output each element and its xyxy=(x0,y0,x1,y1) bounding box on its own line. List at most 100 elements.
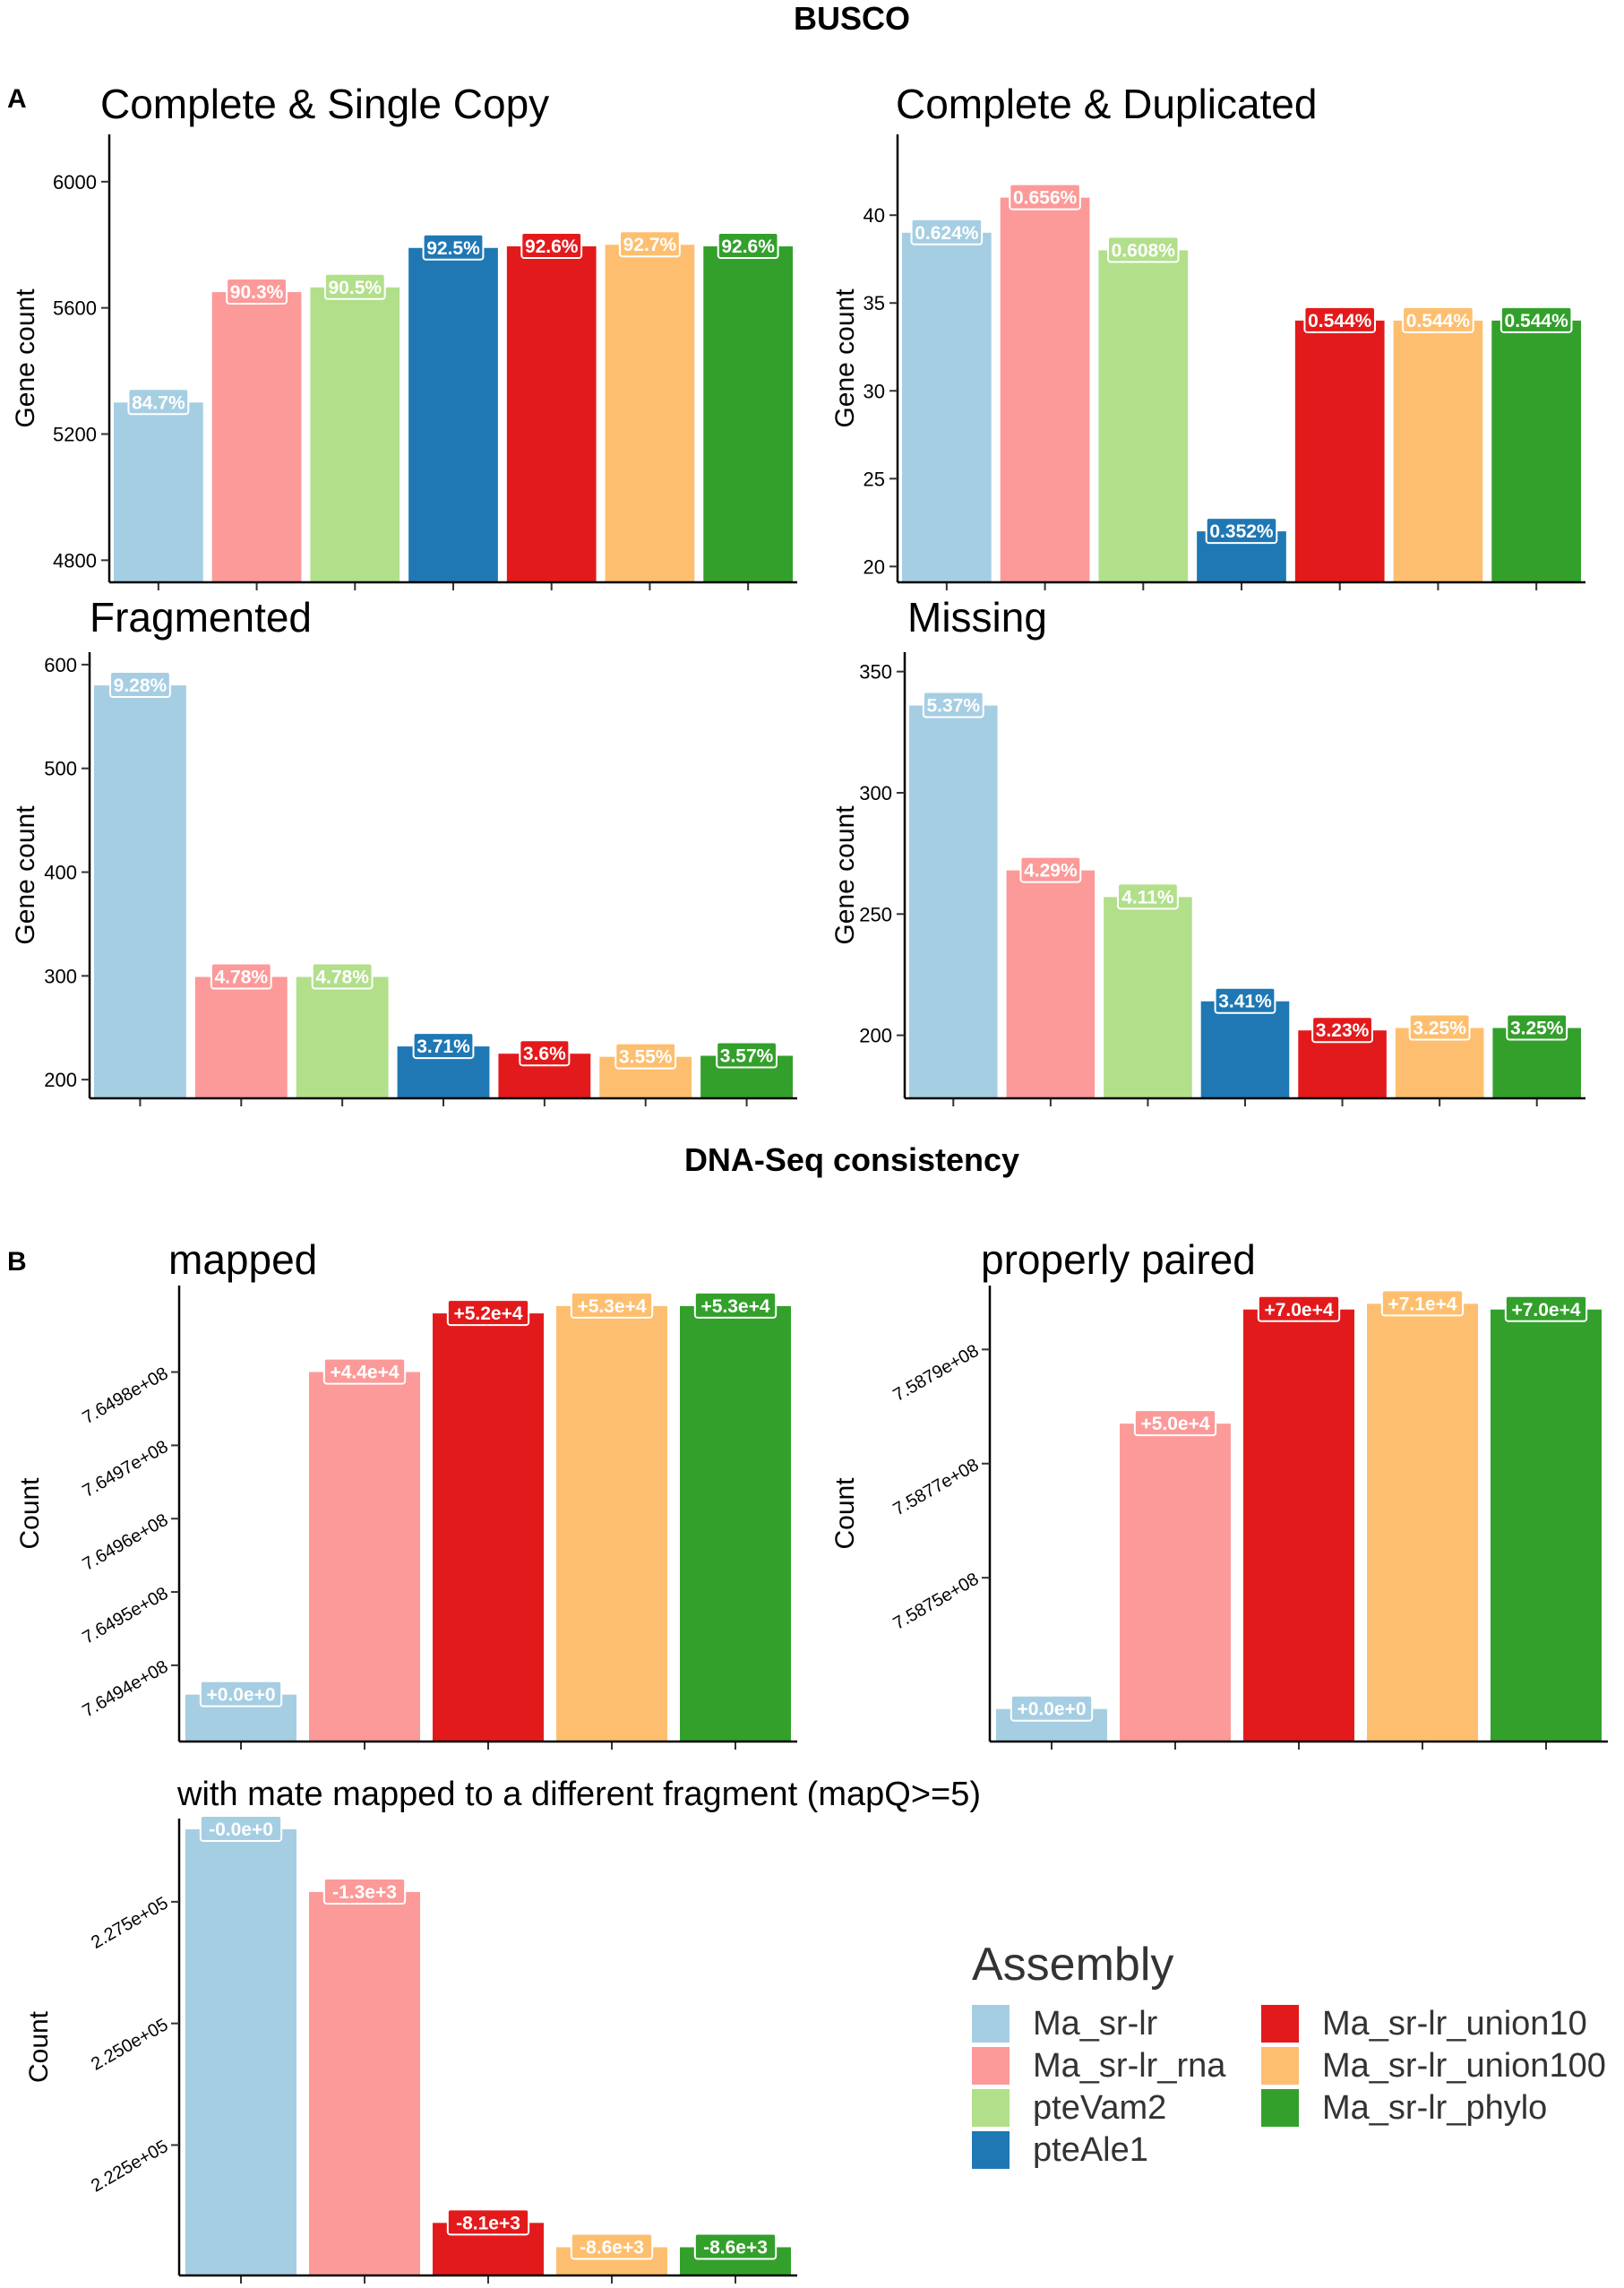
data-label-bg-complete-duplicated-1 xyxy=(1009,183,1081,211)
y-tick-label-mapped-1: 7.6495e+08 xyxy=(79,1584,171,1648)
bar-complete-single-Ma_sr-lr xyxy=(114,402,203,582)
data-label-complete-single-6: 92.6% xyxy=(721,237,775,257)
y-tick-label-missing-3: 350 xyxy=(859,661,892,684)
y-axis-label-mate-mapped: Count xyxy=(24,2010,54,2083)
legend-label-Ma_sr-lr_union100: Ma_sr-lr_union100 xyxy=(1322,2047,1606,2085)
chart-title-properly-paired: properly paired xyxy=(981,1236,1256,1283)
data-label-bg-missing-0 xyxy=(922,691,984,718)
bar-complete-duplicated-Ma_sr-lr_union100 xyxy=(1393,320,1483,582)
data-label-bg-fragmented-0 xyxy=(109,671,171,699)
data-label-bg-mapped-2 xyxy=(446,1299,530,1327)
data-label-bg-missing-5 xyxy=(1408,1013,1471,1041)
data-label-complete-duplicated-2: 0.608% xyxy=(1112,240,1176,261)
y-tick-label-mate-mapped-2: 2.275e+05 xyxy=(88,1893,171,1953)
y-tick-label-mate-mapped-0: 2.225e+05 xyxy=(88,2137,171,2197)
y-tick-label-mate-mapped-1: 2.250e+05 xyxy=(88,2015,171,2075)
data-label-missing-4: 3.23% xyxy=(1316,1020,1370,1041)
data-label-mate-mapped-0: -0.0e+0 xyxy=(209,1819,273,1840)
chart-title-missing: Missing xyxy=(907,594,1047,641)
panel-letter-b: B xyxy=(7,1247,27,1277)
data-label-bg-complete-single-2 xyxy=(323,272,386,300)
bar-complete-single-Ma_sr-lr_phylo xyxy=(703,246,793,582)
data-label-properly-paired-0: +0.0e+0 xyxy=(1017,1699,1086,1720)
y-tick-label-complete-single-3: 6000 xyxy=(53,171,97,194)
data-label-missing-0: 5.37% xyxy=(927,696,981,717)
legend-label-Ma_sr-lr_rna: Ma_sr-lr_rna xyxy=(1033,2047,1226,2085)
y-tick-label-complete-duplicated-3: 35 xyxy=(864,292,885,314)
bar-complete-duplicated-pteVam2 xyxy=(1098,250,1189,582)
data-label-complete-duplicated-0: 0.624% xyxy=(915,223,979,244)
bar-properly-paired-Ma_sr-lr_phylo xyxy=(1491,1309,1602,1742)
data-label-bg-fragmented-6 xyxy=(716,1041,778,1069)
y-tick-label-complete-duplicated-2: 30 xyxy=(864,380,885,402)
data-label-missing-5: 3.25% xyxy=(1413,1019,1466,1039)
data-label-bg-mate-mapped-1 xyxy=(322,1878,407,1905)
y-tick-label-mapped-0: 7.6494e+08 xyxy=(79,1656,171,1721)
data-label-bg-complete-single-3 xyxy=(422,233,485,261)
chart-fragmented: Fragmented Gene count 9.28% 4.78% 4.78% 3.71%… xyxy=(11,594,797,1106)
data-label-complete-duplicated-6: 0.544% xyxy=(1505,311,1569,331)
y-axis-label-properly-paired: Count xyxy=(830,1477,860,1550)
data-label-bg-missing-6 xyxy=(1506,1013,1568,1041)
bar-missing-pteAle1 xyxy=(1200,1001,1290,1098)
bar-properly-paired-Ma_sr-lr_union10 xyxy=(1243,1309,1354,1742)
bar-complete-duplicated-Ma_sr-lr_phylo xyxy=(1491,320,1581,582)
data-label-bg-mate-mapped-4 xyxy=(693,2232,778,2260)
y-tick-label-properly-paired-2: 7.5879e+08 xyxy=(889,1341,982,1406)
y-tick-label-complete-single-1: 5200 xyxy=(53,424,97,446)
chart-complete-single-copy: Complete & Single Copy Gene count 84.7% 90.… xyxy=(11,81,797,590)
legend-swatch-pteVam2 xyxy=(972,2089,1010,2127)
bar-properly-paired-Ma_sr-lr_union100 xyxy=(1367,1303,1478,1742)
data-label-bg-properly-paired-1 xyxy=(1133,1409,1217,1437)
y-axis-label-complete-duplicated: Gene count xyxy=(830,288,860,428)
bar-complete-single-pteAle1 xyxy=(408,247,498,582)
bar-complete-single-pteVam2 xyxy=(310,287,400,582)
legend-label-pteAle1: pteAle1 xyxy=(1033,2131,1148,2169)
y-tick-label-mapped-3: 7.6497e+08 xyxy=(79,1437,171,1501)
y-tick-label-complete-single-0: 4800 xyxy=(53,549,97,572)
bar-missing-Ma_sr-lr_rna xyxy=(1006,870,1096,1098)
bar-fragmented-Ma_sr-lr_rna xyxy=(194,976,288,1098)
data-label-complete-single-4: 92.6% xyxy=(525,237,579,257)
legend-swatch-pteAle1 xyxy=(972,2131,1010,2169)
data-label-bg-missing-2 xyxy=(1117,882,1179,910)
y-tick-label-complete-duplicated-1: 25 xyxy=(864,468,885,490)
data-label-bg-mapped-0 xyxy=(199,1680,283,1707)
chart-title-mapped: mapped xyxy=(168,1236,317,1283)
bar-mapped-Ma_sr-lr_union10 xyxy=(433,1313,544,1742)
data-label-mate-mapped-1: -1.3e+3 xyxy=(332,1882,397,1903)
y-tick-label-fragmented-2: 400 xyxy=(44,862,77,884)
data-label-properly-paired-3: +7.1e+4 xyxy=(1388,1294,1456,1314)
y-tick-label-missing-0: 200 xyxy=(859,1025,892,1047)
data-label-mapped-0: +0.0e+0 xyxy=(206,1685,275,1706)
data-label-complete-duplicated-5: 0.544% xyxy=(1406,311,1471,331)
data-label-missing-1: 4.29% xyxy=(1024,861,1078,882)
data-label-fragmented-1: 4.78% xyxy=(215,967,269,987)
bar-mate-mapped-Ma_sr-lr_rna xyxy=(309,1892,420,2275)
legend-label-Ma_sr-lr: Ma_sr-lr xyxy=(1033,2005,1158,2043)
data-label-bg-mate-mapped-3 xyxy=(570,2232,654,2260)
chart-properly-paired: properly paired Count +0.0e+0 +5.0e+4 +7.0e+… xyxy=(830,1236,1608,1750)
data-label-mapped-4: +5.3e+4 xyxy=(700,1296,769,1317)
data-label-complete-single-3: 92.5% xyxy=(426,238,480,259)
data-label-bg-complete-duplicated-3 xyxy=(1205,517,1278,545)
busco-title: BUSCO xyxy=(794,0,910,37)
y-tick-label-mapped-4: 7.6498e+08 xyxy=(79,1363,171,1428)
data-label-bg-complete-duplicated-2 xyxy=(1107,236,1180,263)
y-axis-label-missing: Gene count xyxy=(830,805,860,945)
data-label-bg-mate-mapped-0 xyxy=(199,1814,283,1842)
data-label-fragmented-2: 4.78% xyxy=(315,967,369,987)
y-tick-label-missing-2: 300 xyxy=(859,782,892,804)
data-label-bg-fragmented-5 xyxy=(614,1042,677,1070)
data-label-complete-single-2: 90.5% xyxy=(329,278,382,298)
chart-mate-mapped: with mate mapped to a different fragment… xyxy=(24,1776,981,2284)
bar-complete-duplicated-Ma_sr-lr_union10 xyxy=(1294,320,1385,582)
legend-label-Ma_sr-lr_phylo: Ma_sr-lr_phylo xyxy=(1322,2089,1547,2127)
y-tick-label-properly-paired-0: 7.5875e+08 xyxy=(889,1570,982,1634)
data-label-complete-single-1: 90.3% xyxy=(230,282,284,303)
legend-title: Assembly xyxy=(972,1939,1173,1991)
chart-title-complete-duplicated: Complete & Duplicated xyxy=(896,81,1317,127)
y-tick-label-mapped-2: 7.6496e+08 xyxy=(79,1510,171,1575)
legend-swatch-Ma_sr-lr_union10 xyxy=(1261,2005,1299,2043)
data-label-bg-complete-duplicated-6 xyxy=(1499,305,1573,333)
